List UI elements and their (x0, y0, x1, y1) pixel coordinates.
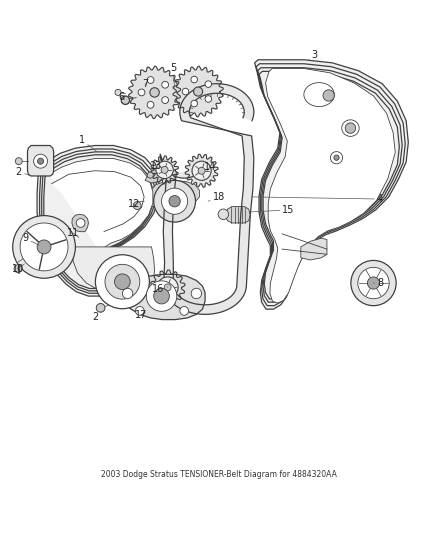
Circle shape (133, 201, 141, 209)
Circle shape (115, 90, 121, 95)
Circle shape (162, 82, 169, 88)
Polygon shape (301, 238, 327, 260)
Circle shape (191, 100, 198, 107)
Circle shape (205, 81, 212, 87)
Circle shape (76, 219, 85, 228)
Text: 2: 2 (16, 167, 32, 176)
Text: 2003 Dodge Stratus TENSIONER-Belt Diagram for 4884320AA: 2003 Dodge Stratus TENSIONER-Belt Diagra… (101, 470, 337, 479)
Circle shape (147, 77, 154, 83)
Circle shape (150, 88, 159, 97)
Text: 4: 4 (252, 194, 383, 204)
Text: 16: 16 (152, 284, 168, 294)
Circle shape (34, 154, 47, 168)
Polygon shape (173, 66, 223, 117)
Polygon shape (224, 206, 251, 223)
Circle shape (330, 151, 343, 164)
Text: 1: 1 (79, 135, 97, 152)
Circle shape (205, 96, 212, 102)
Text: 2: 2 (92, 312, 102, 321)
Text: 7: 7 (142, 79, 148, 88)
Circle shape (13, 215, 75, 278)
Text: 10: 10 (12, 264, 25, 273)
Polygon shape (72, 214, 88, 232)
Text: 18: 18 (208, 192, 225, 202)
Circle shape (164, 284, 171, 291)
Polygon shape (118, 274, 205, 320)
Circle shape (345, 123, 356, 133)
Polygon shape (254, 60, 408, 309)
Circle shape (191, 288, 201, 298)
Circle shape (138, 89, 145, 96)
Circle shape (191, 76, 198, 83)
Circle shape (38, 158, 44, 164)
Polygon shape (28, 146, 53, 176)
Text: 17: 17 (134, 310, 147, 320)
Circle shape (95, 255, 149, 309)
Polygon shape (37, 146, 159, 296)
Ellipse shape (342, 120, 359, 136)
Circle shape (96, 303, 105, 312)
Text: 5: 5 (170, 63, 177, 87)
Circle shape (182, 88, 189, 95)
Text: 3: 3 (308, 51, 318, 60)
Polygon shape (185, 154, 218, 187)
Circle shape (162, 188, 187, 214)
Ellipse shape (304, 83, 334, 107)
Circle shape (15, 158, 22, 165)
Circle shape (334, 155, 339, 160)
Polygon shape (72, 247, 155, 293)
Polygon shape (144, 180, 199, 206)
Polygon shape (145, 167, 166, 183)
Circle shape (14, 265, 22, 272)
Circle shape (218, 209, 229, 220)
Text: 12: 12 (128, 199, 140, 209)
Circle shape (105, 264, 140, 299)
Circle shape (180, 306, 188, 315)
Circle shape (367, 277, 380, 289)
Circle shape (198, 167, 205, 174)
Circle shape (358, 268, 389, 298)
Circle shape (157, 277, 178, 298)
Circle shape (135, 306, 144, 315)
Circle shape (154, 180, 195, 222)
Circle shape (156, 161, 173, 179)
Text: 6: 6 (118, 92, 124, 102)
Text: 8: 8 (373, 278, 383, 288)
Circle shape (115, 274, 130, 289)
Circle shape (169, 196, 180, 207)
Circle shape (37, 240, 51, 254)
Polygon shape (51, 171, 144, 232)
Text: 9: 9 (22, 233, 39, 245)
Polygon shape (160, 84, 254, 314)
Text: 14: 14 (204, 162, 216, 172)
Circle shape (351, 261, 396, 305)
Circle shape (20, 223, 68, 271)
Circle shape (146, 281, 177, 311)
Polygon shape (129, 66, 180, 118)
Circle shape (323, 90, 334, 101)
Circle shape (147, 101, 154, 108)
Text: 13: 13 (150, 161, 162, 172)
Circle shape (147, 172, 153, 178)
Circle shape (154, 288, 170, 304)
Text: 15: 15 (250, 205, 295, 215)
Polygon shape (150, 270, 185, 305)
Circle shape (194, 87, 203, 96)
Circle shape (122, 288, 133, 298)
Circle shape (121, 96, 130, 104)
Polygon shape (357, 283, 390, 305)
Circle shape (192, 161, 211, 180)
Text: 11: 11 (67, 228, 79, 238)
Polygon shape (49, 158, 153, 280)
Polygon shape (265, 68, 395, 303)
Polygon shape (151, 156, 178, 184)
Circle shape (161, 166, 168, 173)
Circle shape (162, 96, 169, 103)
